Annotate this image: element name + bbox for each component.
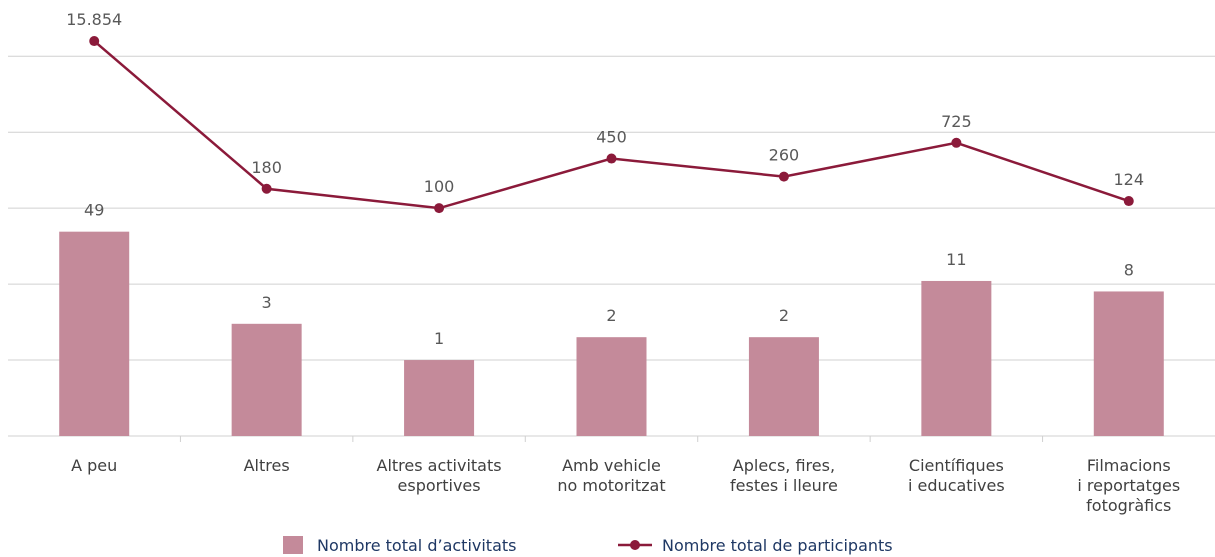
data-label: 260 <box>769 146 800 165</box>
x-tick-label: Filmacions i reportatges fotogràfics <box>1077 456 1181 515</box>
x-tick-label: Aplecs, fires, festes i lleure <box>730 456 838 495</box>
data-label: 2 <box>606 306 616 325</box>
bar <box>1093 291 1164 436</box>
data-label: 124 <box>1114 170 1145 189</box>
line <box>93 40 1130 210</box>
data-label: 11 <box>946 250 966 269</box>
x-tick-label: Científiques i educatives <box>908 456 1005 495</box>
x-tick-label: Altres <box>243 456 290 475</box>
point <box>261 183 272 194</box>
point <box>778 171 789 182</box>
data-label: 450 <box>596 128 627 147</box>
bar <box>404 360 475 436</box>
data-label: 49 <box>84 201 104 220</box>
data-label: 3 <box>262 293 272 312</box>
point <box>1123 196 1134 207</box>
data-label: 100 <box>424 177 455 196</box>
point <box>606 153 617 164</box>
data-label: 1 <box>434 329 444 348</box>
bar <box>748 337 819 436</box>
data-label: 2 <box>779 306 789 325</box>
bar <box>231 323 302 436</box>
legend-swatch <box>630 540 640 550</box>
bar <box>59 231 130 436</box>
bar <box>921 280 992 436</box>
point <box>434 203 445 214</box>
x-tick-label: Altres activitats esportives <box>376 456 502 495</box>
bar <box>576 337 647 436</box>
x-tick-label: A peu <box>71 456 118 475</box>
data-label: 15.854 <box>66 10 122 29</box>
legend-swatch <box>283 536 303 554</box>
point <box>89 36 100 47</box>
data-label: 180 <box>251 158 282 177</box>
legend-label: Nombre total de participants <box>662 536 893 555</box>
x-tick-label: Amb vehicle no motoritzat <box>557 456 666 495</box>
data-label: 725 <box>941 112 972 131</box>
legend-label: Nombre total d’activitats <box>317 536 517 555</box>
point <box>951 137 962 148</box>
data-label: 8 <box>1124 260 1134 279</box>
